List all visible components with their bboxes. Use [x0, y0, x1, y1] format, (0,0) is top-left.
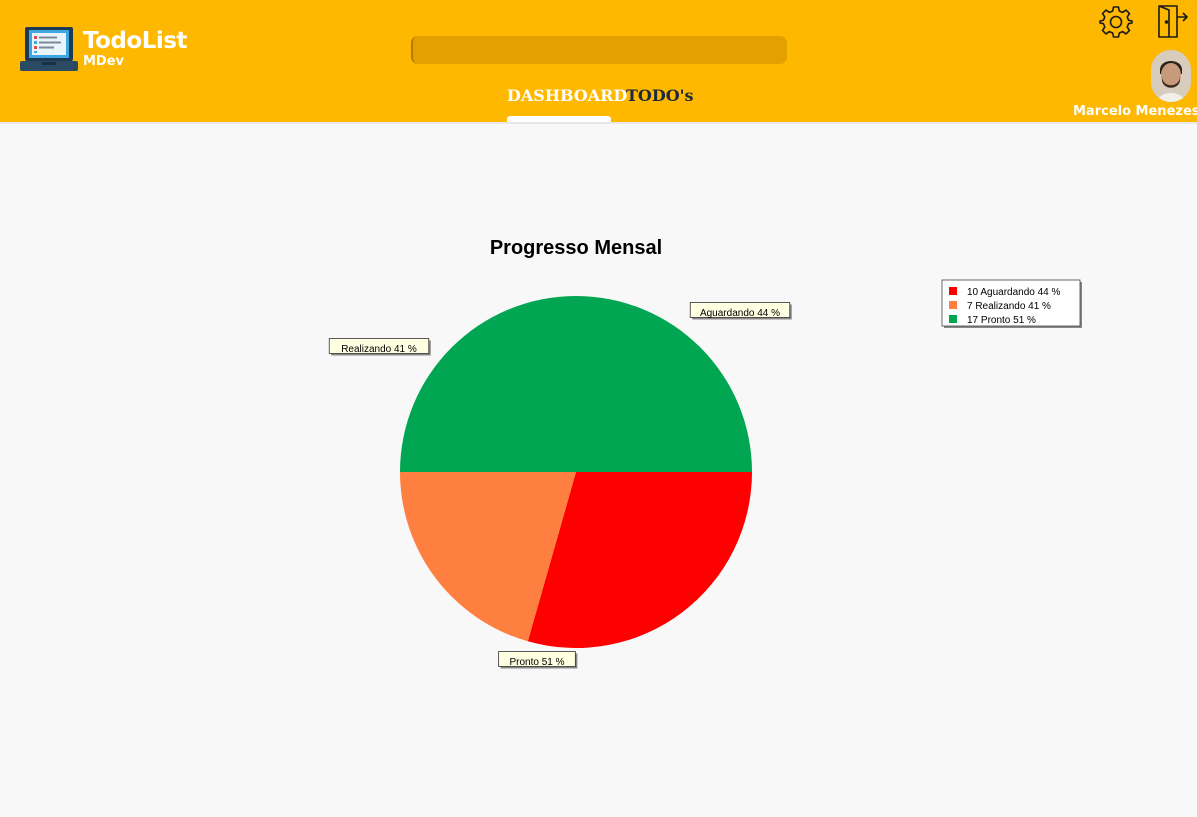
legend-swatch-pronto: [949, 315, 957, 323]
app-title: TodoList: [83, 28, 187, 54]
data-label-text: Realizando 41 %: [341, 344, 417, 355]
legend-swatch-aguardando: [949, 287, 957, 295]
data-label-text: Pronto 51 %: [509, 657, 564, 668]
pie-slice-pronto: [400, 296, 752, 472]
avatar[interactable]: [1151, 50, 1191, 102]
data-label-text: Aguardando 44 %: [700, 308, 780, 319]
data-label-aguardando: Aguardando 44 %: [689, 302, 792, 320]
logout-door-icon[interactable]: [1156, 5, 1190, 39]
tab-dashboard[interactable]: DASHBOARD: [507, 86, 628, 105]
chart-title: Progresso Mensal: [490, 237, 662, 259]
legend-item-realizando: 7 Realizando 41 %: [967, 301, 1051, 312]
pie-slice-aguardando: [527, 472, 752, 648]
legend-item-pronto: 17 Pronto 51 %: [967, 315, 1036, 326]
active-tab-indicator: [507, 116, 611, 122]
app-subtitle: MDev: [83, 54, 125, 69]
tab-todos[interactable]: TODO's: [626, 86, 694, 105]
data-label-pronto: Pronto 51 %: [498, 651, 578, 669]
legend-swatch-realizando: [949, 301, 957, 309]
chart-legend: 10 Aguardando 44 % 7 Realizando 41 % 17 P…: [941, 279, 1082, 328]
search-input[interactable]: [411, 36, 787, 64]
laptop-logo-icon: [20, 27, 78, 71]
data-label-realizando: Realizando 41 %: [328, 338, 431, 356]
app-header: TodoList MDev DASHBOARD TODO's Marcelo M…: [0, 0, 1197, 124]
legend-item-aguardando: 10 Aguardando 44 %: [967, 287, 1061, 298]
pie-slice-realizando: [400, 472, 576, 642]
user-name: Marcelo Menezes: [1073, 104, 1197, 119]
gear-icon[interactable]: [1099, 5, 1133, 39]
